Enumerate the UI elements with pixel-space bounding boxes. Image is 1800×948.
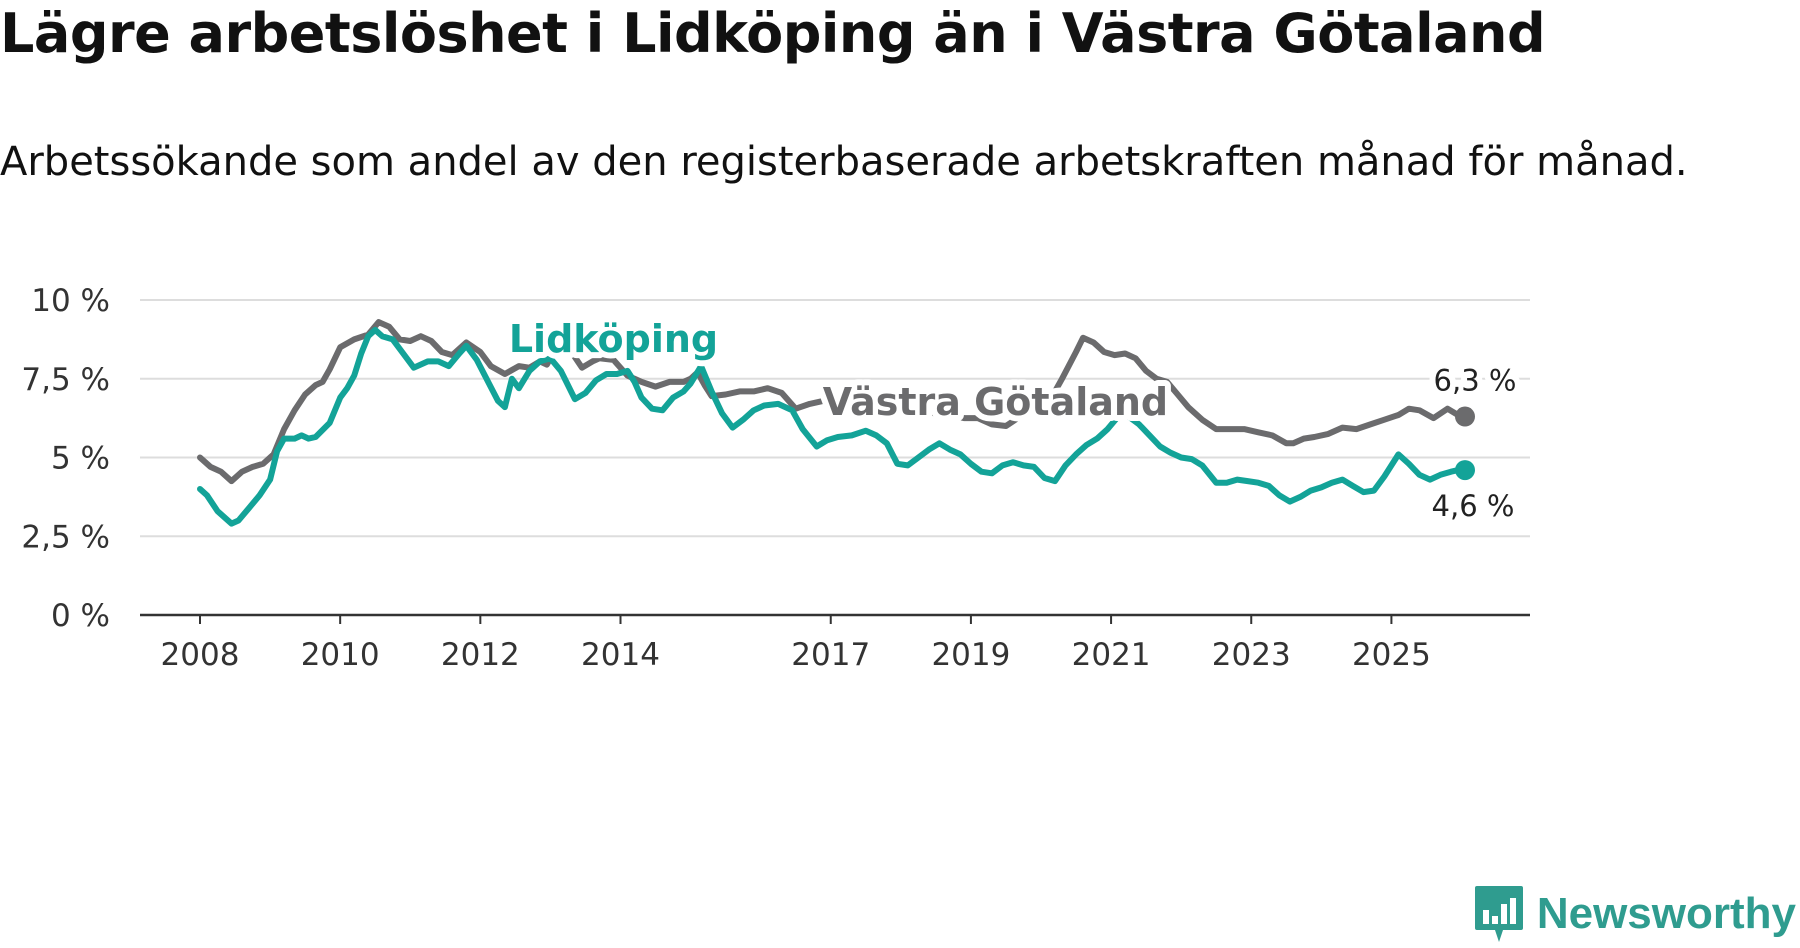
chart-subtitle: Arbetssökande som andel av den registerb… [0, 139, 1688, 185]
x-tick-label: 2017 [791, 637, 870, 673]
end-point-vastra-gotaland [1455, 406, 1475, 427]
end-label-vastra-gotaland-group: 6,3 %6,3 % [1428, 358, 1523, 404]
end-label-lidkoping-halo: 4,6 % [1432, 489, 1515, 523]
y-tick-label: 5 % [51, 441, 110, 477]
end-label-vastra-gotaland-halo: 6,3 % [1434, 364, 1517, 398]
gridlines [140, 299, 1530, 538]
y-tick-label: 2,5 % [21, 519, 110, 555]
series-label-lidkoping: Lidköping [509, 317, 718, 361]
series-label-lidkoping-halo: Lidköping [509, 317, 718, 361]
series-line-lidkoping [197, 326, 1468, 527]
axes: 0 % 2,5 % 5 % 7,5 % 10 % 2008 2010 2012 2014 2017… [21, 283, 1530, 673]
brand-name: Newsworthy [1536, 889, 1796, 938]
y-tick-label: 0 % [51, 598, 110, 634]
chart-title: Lägre arbetslöshet i Lidköping än i Väst… [0, 2, 1546, 65]
brand-logo[interactable]: Newsworthy [1473, 884, 1796, 944]
y-tick-label: 10 % [31, 283, 110, 319]
x-tick-label: 2014 [581, 637, 660, 673]
x-tick-label: 2025 [1352, 637, 1431, 673]
series-lines [197, 319, 1475, 527]
x-tick-label: 2010 [301, 637, 380, 673]
x-tick-label: 2008 [161, 637, 240, 673]
x-tick-label: 2021 [1072, 637, 1151, 673]
x-tick-label: 2019 [931, 637, 1010, 673]
end-label-lidkoping: 4,6 % [1432, 489, 1515, 523]
end-point-lidkoping [1455, 460, 1475, 481]
x-tick-label: 2023 [1212, 637, 1291, 673]
newsworthy-logo-icon [1474, 886, 1523, 942]
end-label-vastra-gotaland: 6,3 % [1434, 364, 1517, 398]
y-tick-label: 7,5 % [21, 362, 110, 398]
series-label-vastra-gotaland: Västra Götaland [823, 380, 1168, 424]
x-tick-label: 2012 [441, 637, 520, 673]
series-line-vastra-gotaland [197, 319, 1468, 485]
series-label-vastra-gotaland-halo: Västra Götaland [823, 380, 1168, 424]
end-label-lidkoping-group: 4,6 %4,6 % [1426, 483, 1521, 529]
